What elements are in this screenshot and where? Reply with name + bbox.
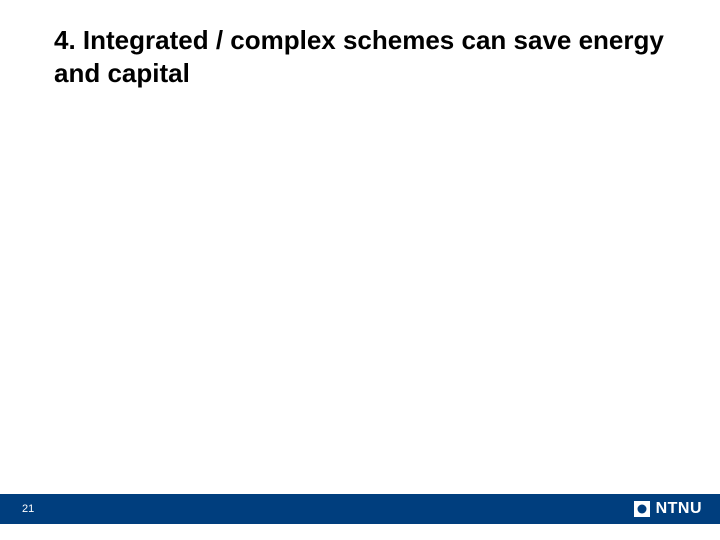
ntnu-logo-text: NTNU — [656, 500, 702, 518]
ntnu-logo: NTNU — [634, 500, 702, 518]
footer-bar: 21 NTNU — [0, 494, 720, 524]
ntnu-emblem-icon — [634, 501, 650, 517]
page-number: 21 — [22, 503, 34, 515]
slide-title: 4. Integrated / complex schemes can save… — [54, 24, 666, 89]
